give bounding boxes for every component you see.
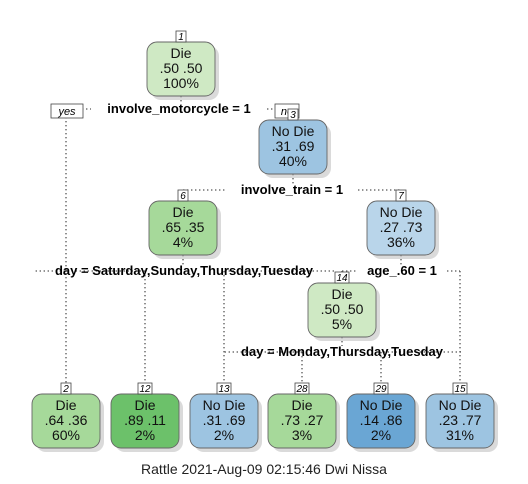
node-12-number: 12 [139,384,151,395]
node-14-number-box [334,271,350,284]
node-28-pct: 3% [292,427,312,443]
split-label-14: day = Monday,Thursday,Tuesday [241,344,444,359]
node-15-pct: 31% [446,427,474,443]
node-12-probs: .89 .11 [124,412,166,428]
node-3-number-box [287,108,299,121]
node-14-pct: 5% [332,316,352,332]
node-14-number: 14 [336,273,348,284]
node-28-number-box [294,382,310,395]
split-label-3: involve_train = 1 [241,182,343,197]
node-29-number: 29 [374,384,387,395]
node-2-number-box [60,382,72,395]
node-28-class: Die [291,397,312,413]
node-13-class: No Die [203,397,246,413]
split-label-7: age_.60 = 1 [367,263,437,278]
node-13-probs: .31 .69 [203,412,246,428]
caption: Rattle 2021-Aug-09 02:15:46 Dwi Nissa [141,461,387,477]
node-6-probs: .65 .35 [162,219,205,235]
node-1-probs: .50 .50 [160,60,203,76]
node-7-pct: 36% [387,234,415,250]
node-13-pct: 2% [214,427,234,443]
node-2-pct: 60% [52,427,80,443]
node-28-probs: .73 .27 [281,412,324,428]
node-15-number: 15 [454,384,466,395]
node-6: 6 Die.65 .354% [148,189,221,259]
node-14: 14 Die.50 .505% [307,271,380,341]
node-1-pct: 100% [163,75,199,91]
node-1-number-box [175,30,187,43]
node-6-class: Die [172,204,193,220]
node-6-number: 6 [180,191,186,202]
node-29-class: No Die [360,397,403,413]
node-29-probs: .14 .86 [360,412,403,428]
node-28: 28 Die.73 .273% [267,382,340,452]
node-2-class: Die [55,397,76,413]
node-3-class: No Die [272,123,315,139]
svg-text:yes: yes [57,106,76,118]
node-29: 29 No Die.14 .862% [346,382,419,452]
node-6-number-box [177,189,189,202]
node-12-class: Die [134,397,155,413]
node-29-number-box [373,382,389,395]
node-6-pct: 4% [173,234,193,250]
node-1-class: Die [170,45,191,61]
node-15-class: No Die [439,397,482,413]
node-15-probs: .23 .77 [439,412,482,428]
node-3-pct: 40% [279,153,307,169]
node-13: 13 No Die.31 .692% [189,382,262,452]
node-14-class: Die [331,286,352,302]
node-12: 12 Die.89 .112% [110,382,183,452]
split-label-6: day = Saturday,Sunday,Thursday,Tuesday [55,263,314,278]
node-12-pct: 2% [135,427,155,443]
node-2-probs: .64 .36 [45,412,88,428]
node-29-pct: 2% [371,427,391,443]
node-7-number-box [395,189,407,202]
node-15-number-box [452,382,468,395]
node-2-number: 2 [62,384,69,395]
node-7-number: 7 [398,191,404,202]
split-labels: involve_motorcycle = 1 involve_train = 1 d… [55,101,444,359]
branch-label-yes: yes [50,103,84,119]
node-1-number: 1 [178,32,184,43]
node-13-number-box [216,382,232,395]
node-14-probs: .50 .50 [321,301,364,317]
node-3-probs: .31 .69 [272,138,315,154]
node-13-number: 13 [218,384,230,395]
node-7-probs: .27 .73 [380,219,423,235]
node-7-class: No Die [380,204,423,220]
split-label-1: involve_motorcycle = 1 [107,101,250,116]
node-3-number: 3 [290,110,296,121]
node-12-number-box [137,382,153,395]
node-28-number: 28 [295,384,308,395]
